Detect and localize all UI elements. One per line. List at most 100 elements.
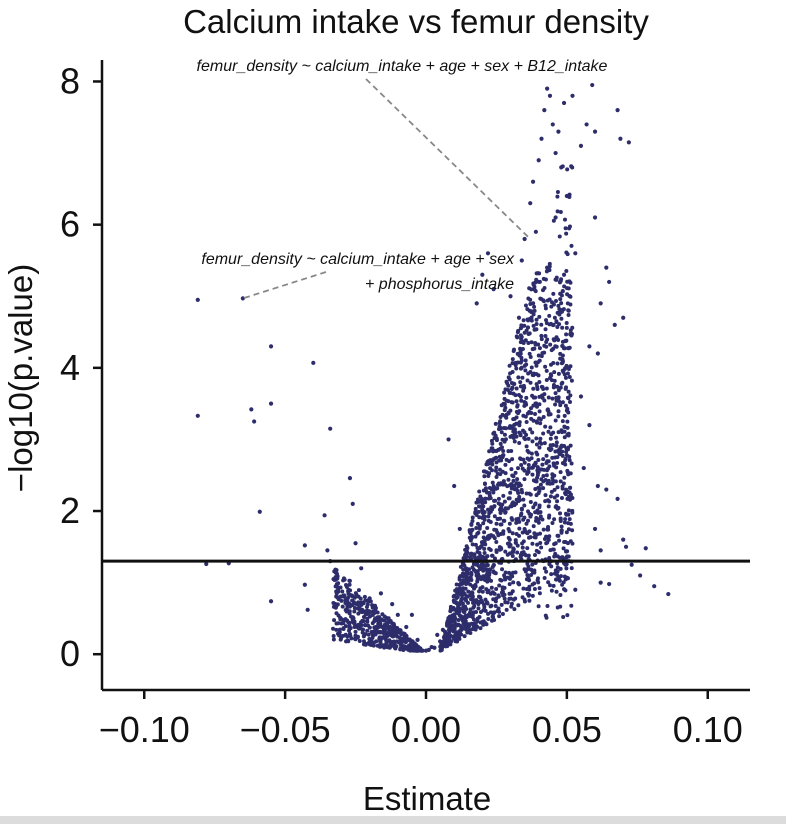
data-point <box>555 194 560 199</box>
data-point <box>564 453 569 458</box>
data-point <box>568 364 573 369</box>
data-point <box>553 541 558 546</box>
data-point <box>537 271 542 276</box>
data-point <box>536 491 541 496</box>
data-point <box>514 520 519 525</box>
data-point <box>567 192 572 197</box>
data-point <box>539 136 544 141</box>
data-point <box>349 636 354 641</box>
data-point <box>493 599 498 604</box>
data-point <box>454 601 459 606</box>
data-point <box>502 408 507 413</box>
data-point <box>528 499 533 504</box>
data-point <box>478 504 483 509</box>
data-point <box>544 269 549 274</box>
data-point <box>522 236 527 242</box>
data-point <box>548 362 553 367</box>
data-point <box>519 398 524 403</box>
data-point <box>532 304 537 309</box>
data-point <box>302 582 307 587</box>
data-point <box>497 609 502 614</box>
data-point <box>545 407 550 412</box>
data-point <box>521 586 526 591</box>
data-point <box>435 632 440 637</box>
data-point <box>568 393 573 398</box>
data-point <box>513 470 518 475</box>
data-point <box>554 504 559 509</box>
data-point <box>564 325 569 330</box>
data-point <box>561 580 566 585</box>
data-point <box>349 593 354 598</box>
data-point <box>494 460 499 465</box>
data-point <box>497 614 502 619</box>
points-layer <box>195 82 671 653</box>
data-point <box>531 524 536 529</box>
data-point <box>522 460 527 465</box>
data-point <box>464 544 469 549</box>
data-point <box>558 385 563 390</box>
data-point <box>468 531 473 536</box>
data-point <box>541 457 546 462</box>
data-point <box>464 574 469 579</box>
data-point <box>513 429 518 434</box>
data-point <box>404 624 409 630</box>
data-point <box>563 511 568 516</box>
data-point <box>439 642 444 647</box>
data-point <box>519 365 524 370</box>
data-point <box>534 420 539 425</box>
data-point <box>528 380 533 385</box>
data-point <box>518 340 523 345</box>
data-point <box>478 626 483 631</box>
data-point <box>518 433 523 438</box>
chart-title-group: Calcium intake vs femur density <box>183 3 649 40</box>
data-point <box>476 594 481 599</box>
data-point <box>522 330 527 335</box>
data-point <box>537 591 542 596</box>
data-point <box>399 632 404 637</box>
data-point <box>529 365 534 370</box>
data-point <box>536 485 541 490</box>
data-point <box>469 535 474 540</box>
data-point <box>565 554 570 559</box>
data-point <box>487 533 492 538</box>
data-point <box>365 628 370 633</box>
data-point <box>541 486 546 491</box>
data-point <box>377 635 382 640</box>
data-point <box>475 569 480 574</box>
data-point <box>538 510 543 515</box>
data-point <box>545 298 550 303</box>
data-point <box>459 598 464 603</box>
data-point <box>543 364 548 369</box>
data-point <box>587 423 592 428</box>
data-point <box>519 511 524 516</box>
data-point <box>529 315 534 320</box>
data-point <box>565 406 570 411</box>
data-point <box>528 301 533 306</box>
data-point <box>547 93 553 98</box>
data-point <box>505 600 510 605</box>
data-point <box>302 543 307 548</box>
data-point <box>569 603 574 608</box>
data-point <box>565 419 570 424</box>
data-point <box>566 313 571 318</box>
data-point <box>353 637 358 642</box>
data-point <box>473 621 478 626</box>
data-point <box>558 566 563 571</box>
data-point <box>519 463 524 468</box>
data-point <box>452 612 457 617</box>
data-point <box>479 544 484 549</box>
data-point <box>503 437 508 442</box>
data-point <box>457 629 462 634</box>
data-point <box>557 538 562 543</box>
data-point <box>361 627 366 632</box>
data-point <box>547 513 552 518</box>
data-point <box>565 371 570 376</box>
data-point <box>347 582 352 587</box>
data-point <box>532 581 537 586</box>
data-point <box>533 535 538 540</box>
data-point <box>547 534 552 539</box>
data-point <box>536 353 541 358</box>
data-point <box>410 643 415 648</box>
data-point <box>469 621 474 626</box>
data-point <box>395 612 400 617</box>
